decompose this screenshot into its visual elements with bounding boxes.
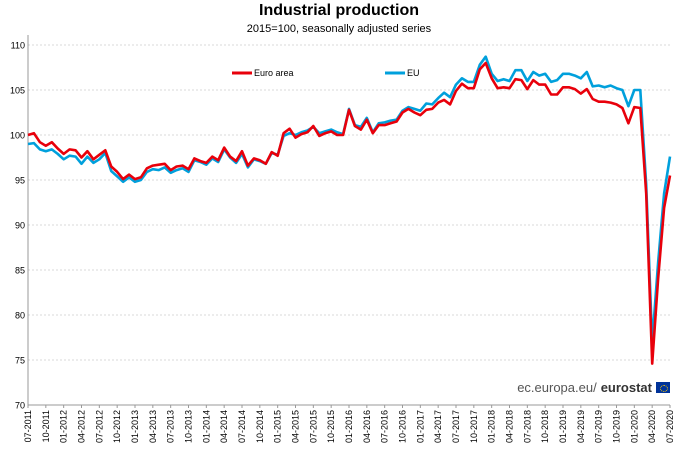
x-tick-label: 07-2012 [94, 410, 104, 443]
x-tick-label: 07-2019 [594, 410, 604, 443]
y-tick-label: 110 [11, 41, 25, 51]
y-tick-label: 75 [15, 356, 25, 366]
x-tick-label: 04-2020 [647, 410, 657, 443]
x-tick-label: 10-2016 [398, 410, 408, 443]
y-tick-label: 85 [15, 266, 25, 276]
x-tick-label: 01-2020 [629, 410, 639, 443]
y-tick-label: 80 [15, 311, 25, 321]
y-tick-label: 95 [15, 176, 25, 186]
x-tick-label: 01-2016 [344, 410, 354, 443]
x-tick-label: 10-2013 [184, 410, 194, 443]
y-tick-label: 100 [10, 131, 25, 141]
y-tick-label: 90 [15, 221, 25, 231]
x-tick-label: 07-2015 [308, 410, 318, 443]
x-tick-label: 07-2014 [237, 410, 247, 443]
x-tick-label: 04-2018 [505, 410, 515, 443]
x-tick-label: 07-2018 [522, 410, 532, 443]
x-tick-label: 04-2015 [291, 410, 301, 443]
x-tick-label: 01-2015 [273, 410, 283, 443]
x-tick-label: 04-2019 [576, 410, 586, 443]
chart-subtitle: 2015=100, seasonally adjusted series [246, 23, 432, 35]
legend-label: EU [407, 68, 420, 78]
y-tick-label: 70 [15, 401, 25, 411]
x-tick-label: 07-2017 [451, 410, 461, 443]
series-line-eu [27, 55, 672, 345]
x-tick-label: 01-2014 [201, 410, 211, 443]
x-tick-label: 04-2012 [77, 410, 87, 443]
x-tick-label: 01-2012 [59, 410, 69, 443]
x-tick-label: 10-2014 [255, 410, 265, 443]
x-tick-label: 10-2011 [41, 410, 51, 442]
eu-flag-icon [656, 382, 670, 393]
x-tick-label: 04-2014 [219, 410, 229, 443]
x-tick-label: 01-2017 [415, 410, 425, 443]
x-tick-label: 07-2011 [23, 410, 33, 442]
series-line-euro-area [27, 61, 672, 365]
y-tick-label: 105 [10, 86, 25, 96]
x-tick-label: 01-2019 [558, 410, 568, 443]
source-credit: ec.europa.eu/eurostat [517, 380, 670, 395]
x-tick-label: 04-2013 [148, 410, 158, 443]
x-tick-label: 01-2018 [487, 410, 497, 443]
legend-label: Euro area [254, 68, 294, 78]
x-tick-label: 10-2017 [469, 410, 479, 443]
x-tick-label: 07-2013 [166, 410, 176, 443]
x-tick-label: 10-2015 [326, 410, 336, 443]
x-tick-label: 07-2020 [665, 410, 675, 443]
x-tick-label: 07-2016 [380, 410, 390, 443]
x-tick-label: 04-2016 [362, 410, 372, 443]
x-tick-label: 10-2018 [540, 410, 550, 443]
x-tick-label: 04-2017 [433, 410, 443, 443]
source-brand: eurostat [600, 380, 652, 395]
x-tick-label: 10-2019 [612, 410, 622, 443]
chart-title: Industrial production [259, 2, 419, 19]
x-tick-label: 10-2012 [112, 410, 122, 443]
x-tick-label: 01-2013 [130, 410, 140, 443]
source-url: ec.europa.eu/ [517, 380, 597, 395]
